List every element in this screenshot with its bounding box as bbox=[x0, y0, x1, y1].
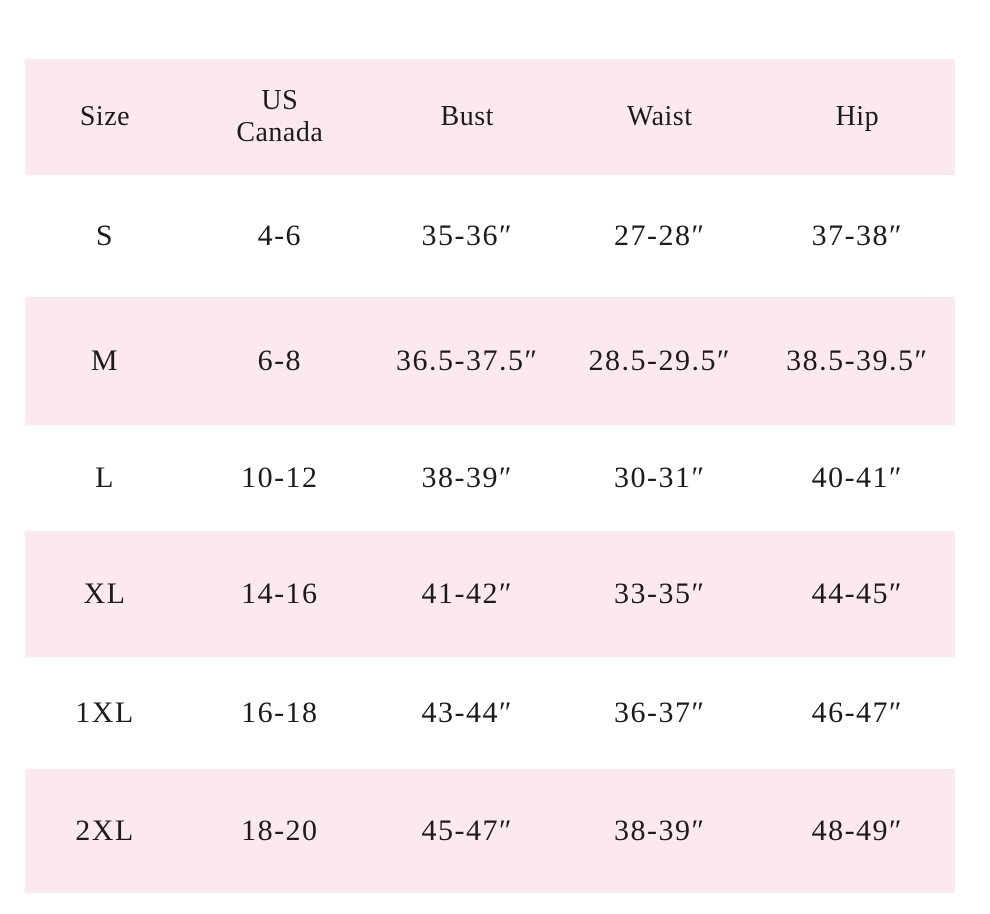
cell-size: 1XL bbox=[75, 695, 135, 729]
cell-waist: 38-39″ bbox=[613, 813, 706, 847]
cell-hip: 48-49″ bbox=[811, 813, 904, 847]
cell-waist: 28.5-29.5″ bbox=[588, 343, 731, 377]
table-row: 2XL 18-20 45-47″ 38-39″ 48-49″ bbox=[25, 769, 955, 893]
cell-waist: 33-35″ bbox=[613, 576, 706, 610]
header-cell-bust: Bust bbox=[440, 100, 494, 132]
cell-hip: 37-38″ bbox=[811, 218, 904, 252]
cell-size: S bbox=[95, 218, 115, 252]
table-header-row: Size US Canada Bust Waist Hip bbox=[25, 59, 955, 175]
cell-size: M bbox=[90, 343, 120, 377]
cell-waist: 30-31″ bbox=[613, 460, 706, 494]
cell-us-canada: 14-16 bbox=[241, 576, 319, 610]
cell-size: XL bbox=[83, 576, 127, 610]
cell-waist: 27-28″ bbox=[613, 218, 706, 252]
cell-us-canada: 6-8 bbox=[257, 343, 303, 377]
cell-waist: 36-37″ bbox=[613, 695, 706, 729]
size-chart-table: Size US Canada Bust Waist Hip S 4-6 35-3… bbox=[25, 59, 955, 893]
header-cell-hip: Hip bbox=[835, 100, 880, 132]
table-row: XL 14-16 41-42″ 33-35″ 44-45″ bbox=[25, 531, 955, 657]
cell-size: L bbox=[95, 460, 115, 494]
cell-us-canada: 4-6 bbox=[257, 218, 303, 252]
table-row: 1XL 16-18 43-44″ 36-37″ 46-47″ bbox=[25, 657, 955, 769]
table-row: S 4-6 35-36″ 27-28″ 37-38″ bbox=[25, 175, 955, 297]
cell-bust: 41-42″ bbox=[421, 576, 513, 610]
cell-bust: 38-39″ bbox=[421, 460, 513, 494]
cell-hip: 38.5-39.5″ bbox=[786, 343, 929, 377]
cell-hip: 46-47″ bbox=[811, 695, 904, 729]
cell-us-canada: 18-20 bbox=[241, 813, 319, 847]
cell-size: 2XL bbox=[75, 813, 135, 847]
table-row: L 10-12 38-39″ 30-31″ 40-41″ bbox=[25, 425, 955, 531]
cell-bust: 35-36″ bbox=[421, 218, 513, 252]
cell-bust: 45-47″ bbox=[421, 813, 513, 847]
cell-us-canada: 16-18 bbox=[241, 695, 319, 729]
cell-hip: 40-41″ bbox=[811, 460, 904, 494]
cell-bust: 36.5-37.5″ bbox=[395, 343, 539, 377]
cell-hip: 44-45″ bbox=[811, 576, 904, 610]
header-cell-us-canada: US Canada bbox=[236, 84, 324, 148]
table-row: M 6-8 36.5-37.5″ 28.5-29.5″ 38.5-39.5″ bbox=[25, 297, 955, 425]
cell-us-canada: 10-12 bbox=[241, 460, 319, 494]
header-cell-size: Size bbox=[79, 100, 131, 132]
cell-bust: 43-44″ bbox=[421, 695, 513, 729]
header-cell-waist: Waist bbox=[626, 100, 693, 132]
